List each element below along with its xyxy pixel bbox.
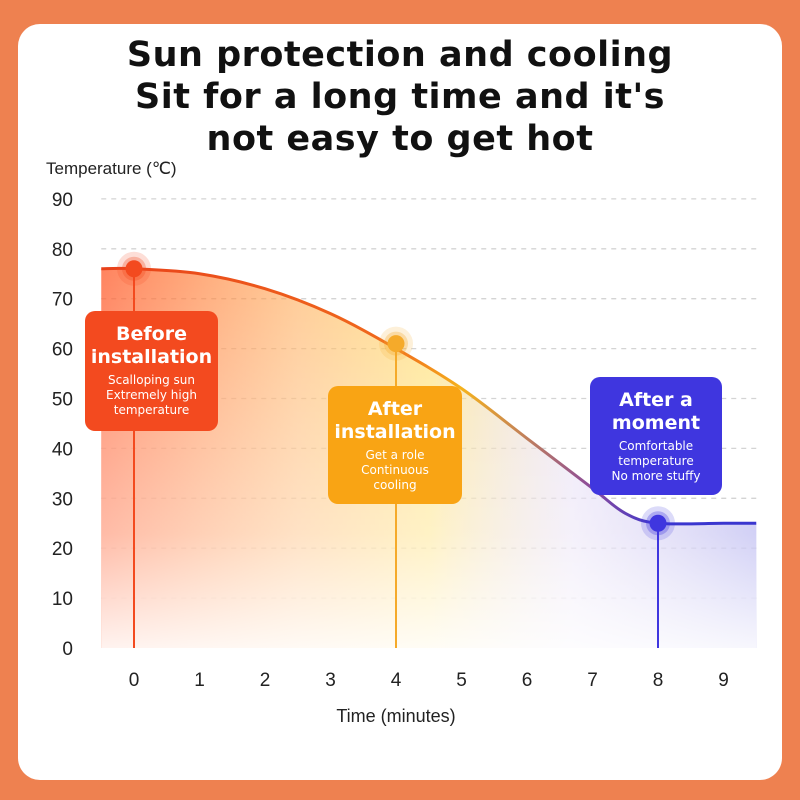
y-axis-label: Temperature (℃) — [46, 159, 177, 178]
y-tick-label: 90 — [52, 190, 73, 211]
x-tick-label: 1 — [194, 670, 205, 691]
x-tick-label: 8 — [653, 670, 664, 691]
callout-desc: temperature — [113, 403, 190, 417]
data-point-marker — [387, 335, 405, 353]
x-tick-label: 3 — [325, 670, 336, 691]
callout-desc: Continuous — [361, 463, 429, 477]
x-tick-label: 9 — [718, 670, 729, 691]
page-title: Sun protection and cooling Sit for a lon… — [0, 34, 800, 160]
callout-desc: Extremely high — [106, 388, 197, 402]
y-tick-label: 60 — [52, 340, 73, 361]
callout-desc: Get a role — [365, 448, 425, 462]
callout-after-installation: After installation Get a role Continuous co… — [328, 386, 462, 504]
callout-desc: No more stuffy — [611, 469, 701, 483]
y-tick-label: 30 — [52, 489, 73, 510]
title-line-1: Sun protection and cooling — [126, 35, 674, 75]
callout-heading: moment — [611, 412, 701, 434]
x-tick-label: 6 — [522, 670, 533, 691]
title-line-3: not easy to get hot — [206, 119, 594, 159]
callout-heading: After — [367, 398, 423, 420]
y-tick-label: 20 — [52, 539, 73, 560]
y-tick-label: 0 — [62, 639, 73, 660]
callout-desc: Comfortable — [618, 439, 694, 453]
callout-heading: After a — [619, 389, 693, 411]
x-axis-label: Time (minutes) — [336, 706, 455, 726]
callout-heading: installation — [334, 421, 456, 443]
data-point-marker — [125, 260, 143, 278]
x-tick-label: 5 — [456, 670, 467, 691]
callout-desc: Scalloping sun — [107, 373, 196, 387]
y-tick-label: 40 — [52, 439, 73, 460]
title-line-2: Sit for a long time and it's — [134, 77, 665, 117]
callout-after-a-moment: After a moment Comfortable temperature No m… — [590, 377, 722, 495]
x-tick-label: 2 — [260, 670, 271, 691]
y-tick-label: 50 — [52, 390, 73, 411]
x-tick-label: 7 — [587, 670, 598, 691]
data-point-marker — [649, 514, 667, 532]
callout-desc: cooling — [373, 478, 417, 492]
callout-desc: temperature — [618, 454, 694, 468]
x-tick-label: 0 — [129, 670, 140, 691]
y-tick-label: 80 — [52, 240, 73, 261]
y-tick-label: 70 — [52, 290, 73, 311]
y-tick-label: 10 — [52, 589, 73, 610]
x-tick-label: 4 — [391, 670, 402, 691]
callout-heading: Before — [116, 323, 187, 345]
callout-heading: installation — [90, 346, 213, 368]
callout-before-installation: Before installation Scalloping sun Extreme… — [85, 311, 218, 431]
